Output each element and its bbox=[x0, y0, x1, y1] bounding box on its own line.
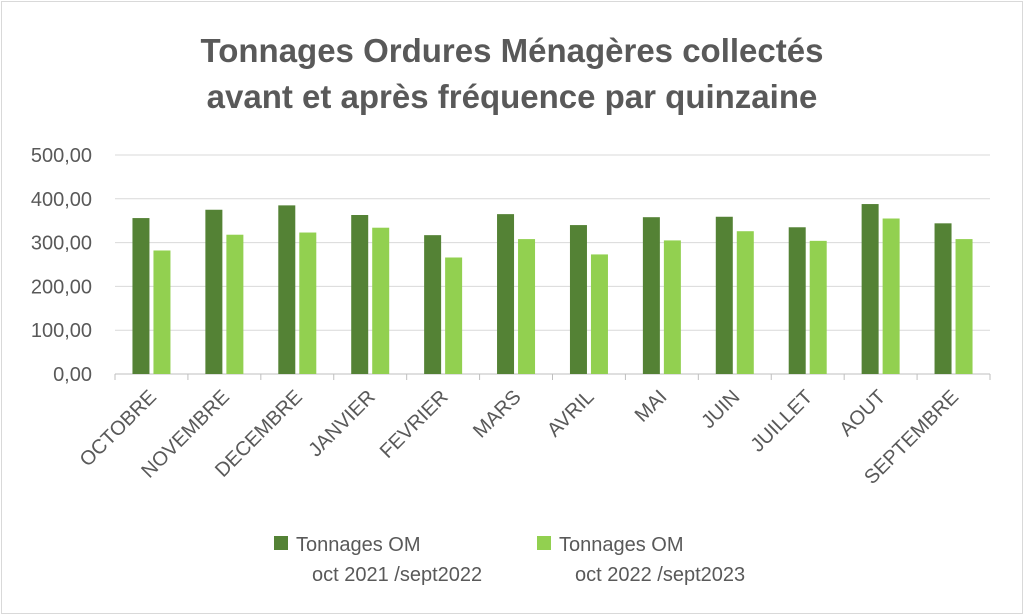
y-tick-label: 200,00 bbox=[31, 276, 92, 298]
legend-item-series-1: Tonnages OM oct 2021 /sept2022 bbox=[274, 530, 482, 590]
bar-series-1 bbox=[424, 235, 442, 374]
bar-series-1 bbox=[278, 205, 296, 374]
x-tick-label: MAI bbox=[631, 386, 672, 427]
legend-label-series-1: Tonnages OM oct 2021 /sept2022 bbox=[296, 530, 482, 590]
y-tick-label: 300,00 bbox=[31, 233, 92, 255]
bar-series-2 bbox=[518, 239, 536, 374]
bar-series-2 bbox=[809, 240, 827, 374]
chart-title-line-1: Tonnages Ordures Ménagères collectés bbox=[200, 32, 824, 69]
x-tick-label: JANVIER bbox=[304, 386, 379, 461]
bar-series-2 bbox=[153, 250, 171, 374]
legend-swatch-series-1 bbox=[274, 536, 288, 550]
legend-item-series-2: Tonnages OM oct 2022 /sept2023 bbox=[537, 530, 745, 590]
x-tick-label: AVRIL bbox=[543, 386, 598, 441]
bar-series-2 bbox=[372, 227, 390, 374]
bar-series-2 bbox=[663, 240, 681, 374]
x-tick-label: AOUT bbox=[835, 386, 890, 441]
bar-series-2 bbox=[445, 257, 463, 374]
x-tick-label: FEVRIER bbox=[376, 386, 453, 463]
bar-series-1 bbox=[569, 225, 587, 374]
bar-series-1 bbox=[351, 215, 369, 374]
bar-series-1 bbox=[497, 214, 515, 374]
chart-title: Tonnages Ordures Ménagères collectés ava… bbox=[0, 28, 1024, 120]
bar-series-1 bbox=[205, 209, 223, 374]
legend-label-series-1-line-1: Tonnages OM bbox=[296, 534, 421, 556]
bar-series-1 bbox=[715, 216, 733, 374]
legend-label-series-2: Tonnages OM oct 2022 /sept2023 bbox=[559, 530, 745, 590]
x-tick-label: JUILLET bbox=[747, 386, 818, 457]
bar-series-2 bbox=[590, 254, 608, 374]
y-tick-label: 400,00 bbox=[31, 189, 92, 211]
bar-series-1 bbox=[934, 223, 952, 374]
x-tick-label: MARS bbox=[469, 386, 525, 442]
x-tick-label: JUIN bbox=[697, 386, 744, 433]
bar-series-2 bbox=[955, 239, 973, 374]
bar-series-2 bbox=[226, 234, 244, 374]
bar-series-1 bbox=[132, 218, 150, 374]
y-tick-label: 500,00 bbox=[31, 145, 92, 167]
legend-label-series-2-line-1: Tonnages OM bbox=[559, 534, 684, 556]
bar-series-1 bbox=[788, 227, 806, 374]
y-tick-label: 0,00 bbox=[53, 364, 92, 386]
bar-series-2 bbox=[882, 218, 900, 374]
chart-title-line-2: avant et après fréquence par quinzaine bbox=[206, 78, 818, 115]
bar-series-2 bbox=[299, 232, 317, 374]
bar-series-1 bbox=[642, 217, 660, 374]
bar-series-1 bbox=[861, 204, 879, 374]
y-tick-label: 100,00 bbox=[31, 320, 92, 342]
legend-label-series-1-line-2: oct 2021 /sept2022 bbox=[312, 564, 483, 586]
legend-label-series-2-line-2: oct 2022 /sept2023 bbox=[575, 564, 746, 586]
bar-series-2 bbox=[736, 231, 754, 374]
legend-swatch-series-2 bbox=[537, 536, 551, 550]
